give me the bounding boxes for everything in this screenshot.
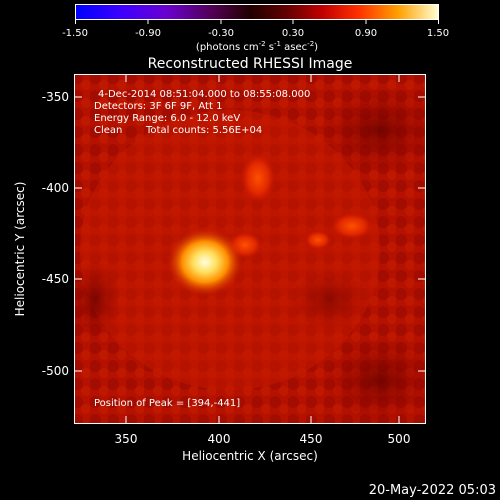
x-axis-ticks: [125, 74, 400, 424]
info-total-counts: Total counts: 5.56E+04: [145, 125, 262, 136]
plot-title: Reconstructed RHESSI Image: [148, 56, 353, 72]
colorbar-tick-label: -0.90: [135, 28, 161, 39]
colorbar-units: (photons cm-2 s-1 asec-2): [196, 40, 318, 53]
y-tick-label: -400: [42, 181, 69, 195]
plot-frame: [74, 74, 426, 424]
x-tick-label: 350: [115, 432, 138, 446]
colorbar-tick-label: 0.90: [355, 28, 377, 39]
y-tick-label: -500: [42, 364, 69, 378]
colorbar-tick-label: -1.50: [62, 28, 88, 39]
info-time-range: 4-Dec-2014 08:51:04.000 to 08:55:08.000: [98, 89, 310, 100]
colorbar-tick-label: 1.50: [427, 28, 449, 39]
rhessi-image: [74, 74, 426, 424]
y-tick-label: -350: [42, 90, 69, 104]
colorbar-ticks: [75, 20, 439, 24]
x-tick-label: 450: [300, 432, 323, 446]
x-tick-label: 500: [388, 432, 411, 446]
y-axis-ticks: [74, 96, 426, 372]
footer-date: 20-May-2022 05:03: [369, 483, 496, 498]
y-tick-label: -450: [42, 272, 69, 286]
info-detectors: Detectors: 3F 6F 9F, Att 1: [94, 101, 222, 112]
flare-peak-source: [167, 228, 243, 296]
y-axis-label: Heliocentric Y (arcsec): [13, 182, 27, 317]
x-axis-label: Heliocentric X (arcsec): [182, 449, 318, 463]
x-tick-label: 400: [208, 432, 231, 446]
peak-position: Position of Peak = [394,-441]: [94, 398, 240, 409]
info-energy-range: Energy Range: 6.0 - 12.0 keV: [94, 113, 240, 124]
colorbar: [75, 4, 439, 20]
info-method: Clean: [94, 125, 122, 136]
colorbar-tick-label: 0.30: [282, 28, 304, 39]
colorbar-tick-label: -0.30: [208, 28, 234, 39]
